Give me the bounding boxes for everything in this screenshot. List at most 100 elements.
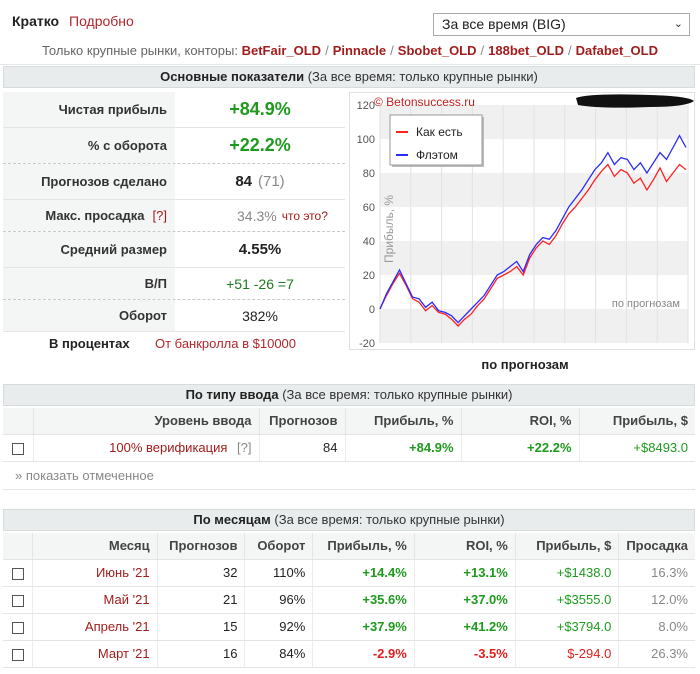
table-row: 100% верификация [?] 84 +84.9% +22.2% +$… bbox=[3, 434, 695, 462]
bookmaker-link[interactable]: 188bet_OLD bbox=[488, 43, 565, 58]
bookmaker-link[interactable]: Pinnacle bbox=[332, 43, 387, 58]
bookmaker-separator: / bbox=[325, 43, 329, 58]
main-section-subtitle: (За все время: только крупные рынки) bbox=[307, 69, 538, 84]
month-cell: Апрель '21 bbox=[32, 613, 158, 641]
percent-value: От банкролла в $10000 bbox=[155, 336, 297, 351]
chart-caption: по прогнозам bbox=[481, 357, 569, 372]
stat-wl: В/П +51 -26 =7 bbox=[3, 268, 345, 300]
drawdown-what-link[interactable]: что это? bbox=[281, 208, 328, 223]
stat-value: 382% bbox=[242, 307, 278, 324]
stat-label: % с оборота bbox=[3, 128, 175, 163]
top-bar: Кратко Подробно За все время (BIG) ⌄ bbox=[0, 0, 700, 44]
entry-level-hint[interactable]: [?] bbox=[237, 440, 252, 455]
y-tick-label: 20 bbox=[363, 270, 375, 282]
entry-profit-pct: +84.9% bbox=[345, 434, 462, 462]
header-checkbox-col bbox=[3, 408, 34, 435]
month-link[interactable]: Март '21 bbox=[97, 646, 150, 661]
month-count: 16 bbox=[157, 640, 246, 668]
stat-label-text: Макс. просадка bbox=[45, 208, 145, 223]
stat-forecasts: Прогнозов сделано 84 (71) bbox=[3, 164, 345, 200]
months-table: Месяц Прогнозов Оборот Прибыль, % ROI, %… bbox=[3, 533, 695, 668]
tab-detailed[interactable]: Подробно bbox=[69, 13, 134, 29]
period-select-value: За все время (BIG) bbox=[442, 16, 566, 32]
col-header: Оборот bbox=[244, 533, 314, 560]
month-link[interactable]: Апрель '21 bbox=[84, 619, 150, 634]
month-link[interactable]: Июнь '21 bbox=[95, 565, 150, 580]
row-checkbox-cell bbox=[3, 586, 34, 614]
period-select[interactable]: За все время (BIG) ⌄ bbox=[433, 13, 690, 36]
month-turnover: 92% bbox=[244, 613, 314, 641]
month-cell: Июнь '21 bbox=[32, 559, 158, 587]
tab-short[interactable]: Кратко bbox=[12, 13, 60, 29]
stats-panel: Чистая прибыль +84.9% % с оборота +22.2%… bbox=[3, 92, 345, 332]
row-checkbox[interactable] bbox=[11, 567, 24, 580]
stat-label: Средний размер bbox=[3, 232, 175, 267]
y-tick-label: 120 bbox=[357, 100, 375, 112]
stat-drawdown: Макс. просадка [?] 34.3% что это? bbox=[3, 200, 345, 232]
month-drawdown: 8.0% bbox=[618, 613, 695, 641]
chevron-down-icon: ⌄ bbox=[673, 18, 683, 30]
legend-label: Флэтом bbox=[416, 148, 458, 162]
stat-value: +51 -26 =7 bbox=[226, 275, 294, 292]
y-tick-label: 40 bbox=[363, 236, 375, 248]
month-drawdown: 12.0% bbox=[618, 586, 695, 614]
entry-table-header: Уровень ввода Прогнозов Прибыль, % ROI, … bbox=[3, 408, 695, 435]
col-header: ROI, % bbox=[414, 533, 516, 560]
row-checkbox[interactable] bbox=[11, 442, 24, 455]
month-profit-pct: +35.6% bbox=[312, 586, 415, 614]
y-tick-label: -20 bbox=[359, 338, 375, 349]
col-header: Просадка bbox=[618, 533, 695, 560]
bookmaker-link[interactable]: Dafabet_OLD bbox=[575, 43, 658, 58]
bookmaker-separator: / bbox=[390, 43, 394, 58]
stat-value: 34.3% bbox=[237, 207, 277, 224]
table-row: Март '21 16 84% -2.9% -3.5% $-294.0 26.3% bbox=[3, 640, 695, 668]
stat-value: 84 bbox=[235, 173, 252, 190]
row-checkbox[interactable] bbox=[11, 648, 24, 661]
month-count: 32 bbox=[157, 559, 246, 587]
col-header: Уровень ввода bbox=[33, 408, 260, 435]
row-checkbox[interactable] bbox=[11, 621, 24, 634]
month-turnover: 84% bbox=[244, 640, 314, 668]
month-profit-usd: $-294.0 bbox=[515, 640, 620, 668]
chart-legend bbox=[389, 114, 483, 166]
profit-chart: -20 0 20 40 60 80 100 120 © Betonsuccess.ru Прибы… bbox=[349, 92, 695, 350]
bookmaker-link[interactable]: BetFair_OLD bbox=[241, 43, 322, 58]
show-marked-link[interactable]: » показать отмеченное bbox=[3, 464, 695, 490]
stat-value: +22.2% bbox=[229, 135, 291, 155]
month-drawdown: 16.3% bbox=[618, 559, 695, 587]
stat-label: Прогнозов сделано bbox=[3, 164, 175, 199]
entry-level-link[interactable]: 100% верификация bbox=[109, 440, 228, 455]
y-axis-label: Прибыль, % bbox=[382, 195, 396, 263]
stat-label: В/П bbox=[3, 268, 175, 299]
main-section-header: Основные показатели (За все время: тольк… bbox=[3, 66, 695, 88]
main-section-title: Основные показатели bbox=[160, 69, 305, 84]
month-profit-usd: +$3555.0 bbox=[515, 586, 620, 614]
drawdown-hint-link[interactable]: [?] bbox=[152, 208, 167, 223]
stat-label: Макс. просадка [?] bbox=[3, 200, 175, 231]
month-link[interactable]: Май '21 bbox=[103, 592, 150, 607]
table-row: Июнь '21 32 110% +14.4% +13.1% +$1438.0 16.3% bbox=[3, 559, 695, 587]
col-header: Прибыль, % bbox=[312, 533, 415, 560]
row-checkbox[interactable] bbox=[11, 594, 24, 607]
col-header: Прогнозов bbox=[259, 408, 346, 435]
entry-roi: +22.2% bbox=[461, 434, 580, 462]
table-row: Май '21 21 96% +35.6% +37.0% +$3555.0 12.0% bbox=[3, 586, 695, 614]
series-line-0 bbox=[379, 163, 687, 327]
entry-level-cell: 100% верификация [?] bbox=[33, 434, 260, 462]
percent-label: В процентах bbox=[49, 336, 130, 351]
col-header: ROI, % bbox=[461, 408, 580, 435]
entry-section-header: По типу ввода (За все время: только круп… bbox=[3, 384, 695, 406]
entry-table: Уровень ввода Прогнозов Прибыль, % ROI, … bbox=[3, 408, 695, 462]
bookmaker-link[interactable]: Sbobet_OLD bbox=[397, 43, 477, 58]
header-checkbox-col bbox=[3, 533, 34, 560]
stat-net-profit: Чистая прибыль +84.9% bbox=[3, 92, 345, 128]
month-roi: +41.2% bbox=[414, 613, 516, 641]
y-tick-label: 0 bbox=[369, 304, 375, 316]
month-roi: +13.1% bbox=[414, 559, 516, 587]
profit-chart-svg: -20 0 20 40 60 80 100 120 © Betonsuccess.ru Прибы… bbox=[357, 94, 694, 350]
month-profit-pct: +14.4% bbox=[312, 559, 415, 587]
stat-label: Чистая прибыль bbox=[3, 92, 175, 127]
months-section-header: По месяцам (За все время: только крупные… bbox=[3, 509, 695, 531]
month-count: 15 bbox=[157, 613, 246, 641]
col-header: Месяц bbox=[32, 533, 158, 560]
